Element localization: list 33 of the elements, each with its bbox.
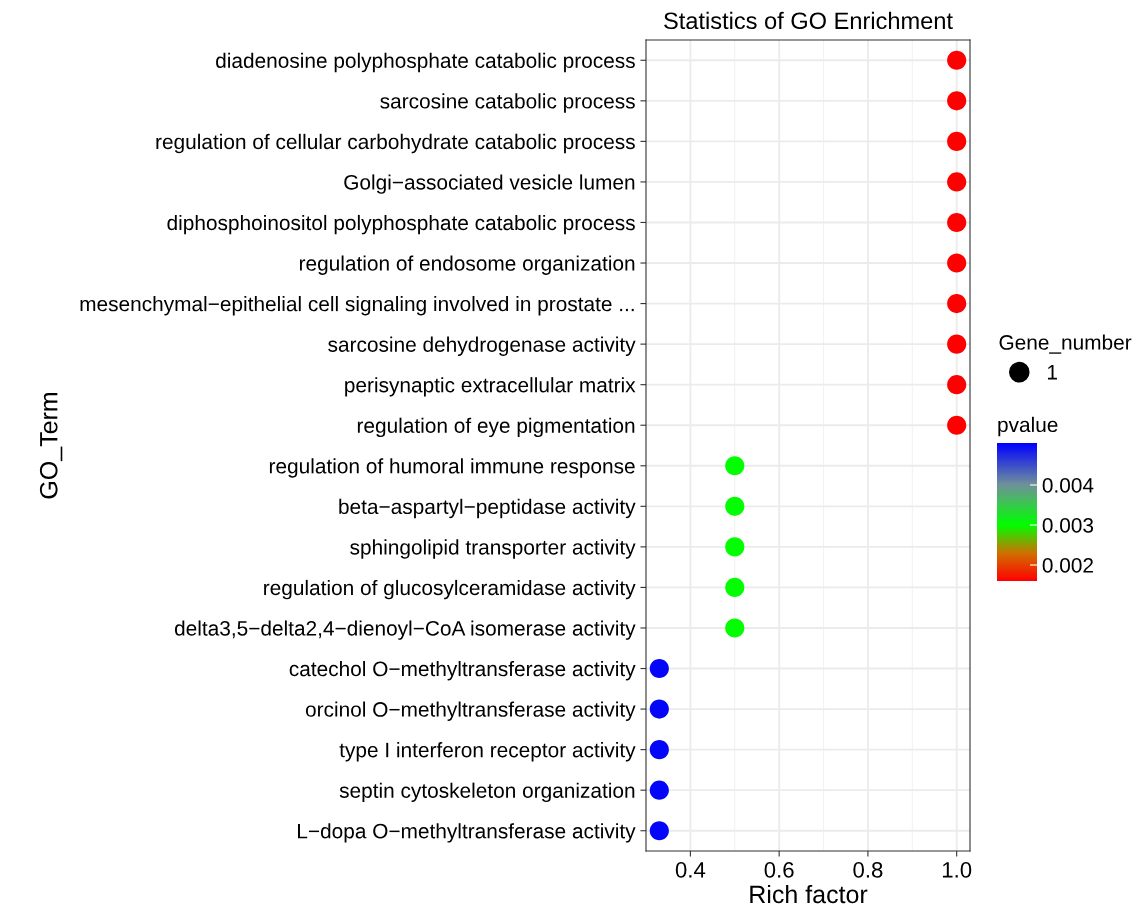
y-tick-label: type I interferon receptor activity <box>339 742 636 762</box>
y-tick-label: diphosphoinositol polyphosphate catabolic process <box>167 214 635 235</box>
y-tick-label: regulation of glucosylceramidase activity <box>264 579 636 600</box>
x-tick-label: 0.8 <box>853 862 883 878</box>
y-tick-label: septin cytoskeleton organization <box>339 782 635 803</box>
y-tick-label: Golgi−associated vesicle lumen <box>344 174 635 194</box>
x-tick-label: 0.4 <box>675 862 706 878</box>
y-tick-label: beta−aspartyl−peptidase activity <box>339 498 636 519</box>
y-tick-label: regulation of eye pigmentation <box>357 417 635 438</box>
y-tick-label: sarcosine dehydrogenase activity <box>328 336 636 356</box>
y-tick-label: sarcosine catabolic process <box>380 93 635 113</box>
color-bar-label: 0.003 <box>1042 518 1094 533</box>
y-tick-label: regulation of endosome organization <box>299 255 635 275</box>
y-tick-label: regulation of cellular carbohydrate catabolic process <box>156 133 635 154</box>
y-tick-label: L−dopa O−methyltransferase activity <box>298 823 636 843</box>
y-tick-label: perisynaptic extracellular matrix <box>345 377 636 397</box>
y-axis-title: GO_Term <box>39 392 63 499</box>
y-tick-label: diadenosine polyphosphate catabolic process <box>216 52 635 73</box>
y-tick-label: delta3,5−delta2,4−dienoyl−CoA isomerase activity <box>174 620 636 640</box>
x-axis-title: Rich factor <box>750 884 868 904</box>
x-tick-label: 1.0 <box>942 862 972 878</box>
legend-label: 1 <box>1047 365 1057 380</box>
y-tick-label: mesenchymal−epithelial cell signaling involved in prostate ... <box>80 296 634 316</box>
x-tick-label: 0.6 <box>764 862 794 878</box>
color-bar-title: pvalue <box>998 416 1058 437</box>
color-bar-label: 0.004 <box>1042 478 1094 493</box>
y-tick-label: sphingolipid transporter activity <box>350 539 636 559</box>
y-tick-label: orcinol O−methyltransferase activity <box>305 701 636 721</box>
y-tick-label: regulation of humoral immune response <box>269 458 635 478</box>
color-bar-label: 0.002 <box>1042 558 1093 573</box>
y-tick-label: catechol O−methyltransferase activity <box>289 660 636 681</box>
chart-title: Statistics of GO Enrichment <box>664 11 953 30</box>
legend-title: Gene_number <box>999 334 1132 354</box>
